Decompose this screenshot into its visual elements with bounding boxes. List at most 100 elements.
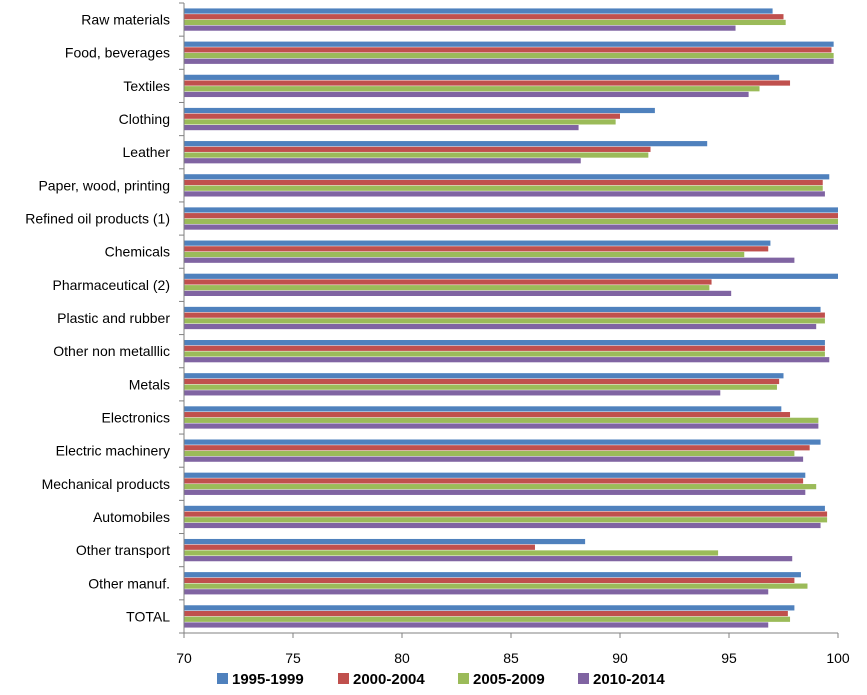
bar-2000-2004-15 bbox=[184, 511, 828, 517]
bar-2000-2004-9 bbox=[184, 312, 825, 318]
bar-2010-2014-1 bbox=[184, 58, 834, 64]
bar-1995-1999-15 bbox=[184, 505, 825, 511]
bar-1995-1999-4 bbox=[184, 141, 708, 147]
bar-1995-1999-16 bbox=[184, 538, 586, 545]
category-label: Automobiles bbox=[93, 509, 170, 525]
legend-label-1995-1999: 1995-1999 bbox=[232, 671, 304, 688]
bar-1995-1999-13 bbox=[184, 439, 821, 445]
bar-1995-1999-2 bbox=[184, 74, 780, 80]
bar-1995-1999-18 bbox=[184, 605, 795, 611]
bar-1995-1999-7 bbox=[184, 240, 771, 246]
category-label: Other transport bbox=[76, 542, 170, 558]
bar-2010-2014-0 bbox=[184, 25, 736, 31]
bar-2005-2009-8 bbox=[184, 285, 710, 291]
category-label: Electronics bbox=[102, 409, 170, 425]
bar-2010-2014-6 bbox=[184, 224, 838, 230]
bar-2005-2009-15 bbox=[184, 517, 828, 523]
bar-2005-2009-0 bbox=[184, 19, 786, 26]
bar-1995-1999-6 bbox=[184, 207, 838, 213]
bar-2010-2014-18 bbox=[184, 622, 769, 628]
bar-2010-2014-12 bbox=[184, 423, 819, 429]
category-label: Food, beverages bbox=[65, 45, 170, 61]
bar-1995-1999-1 bbox=[184, 41, 834, 47]
bar-1995-1999-12 bbox=[184, 406, 782, 412]
bar-2010-2014-7 bbox=[184, 257, 795, 263]
bar-2005-2009-18 bbox=[184, 616, 791, 622]
bar-2010-2014-11 bbox=[184, 390, 721, 396]
bar-2005-2009-5 bbox=[184, 185, 823, 191]
bar-2010-2014-3 bbox=[184, 125, 579, 131]
x-tick-label: 80 bbox=[394, 650, 410, 666]
bar-1995-1999-9 bbox=[184, 306, 821, 313]
category-label: Plastic and rubber bbox=[57, 310, 170, 326]
bar-1995-1999-10 bbox=[184, 340, 825, 346]
bar-2010-2014-4 bbox=[184, 158, 581, 164]
legend-label-2000-2004: 2000-2004 bbox=[353, 671, 425, 688]
bar-2000-2004-6 bbox=[184, 213, 838, 219]
bar-2005-2009-4 bbox=[184, 152, 649, 158]
category-label: Leather bbox=[123, 144, 171, 160]
category-labels: Raw materials Food, beverages Textiles Clot… bbox=[25, 2, 184, 634]
category-label: Metals bbox=[129, 376, 170, 392]
bar-1995-1999-0 bbox=[184, 8, 773, 14]
bar-2010-2014-15 bbox=[184, 522, 821, 529]
category-label: Paper, wood, printing bbox=[38, 177, 170, 193]
legend-swatch-2010-2014 bbox=[578, 673, 589, 684]
bar-2000-2004-3 bbox=[184, 113, 620, 119]
bar-2010-2014-2 bbox=[184, 91, 749, 98]
bar-2005-2009-6 bbox=[184, 218, 838, 224]
bar-2005-2009-3 bbox=[184, 119, 616, 125]
bar-2010-2014-13 bbox=[184, 456, 804, 462]
category-label: Raw materials bbox=[81, 12, 170, 28]
category-label: Clothing bbox=[119, 111, 170, 127]
category-label: Refined oil products (1) bbox=[25, 211, 170, 227]
bar-2000-2004-4 bbox=[184, 146, 651, 152]
category-label: Pharmaceutical (2) bbox=[53, 277, 171, 293]
legend-label-2005-2009: 2005-2009 bbox=[473, 671, 545, 688]
bar-1995-1999-8 bbox=[184, 273, 838, 279]
legend-swatch-1995-1999 bbox=[217, 673, 228, 684]
x-tick-label: 90 bbox=[612, 650, 628, 666]
bar-2000-2004-10 bbox=[184, 345, 825, 351]
bar-2005-2009-13 bbox=[184, 450, 795, 457]
category-label: Other manuf. bbox=[88, 575, 170, 591]
bar-2000-2004-18 bbox=[184, 610, 788, 617]
bar-2010-2014-9 bbox=[184, 323, 817, 330]
bar-2005-2009-12 bbox=[184, 417, 819, 423]
bar-2010-2014-14 bbox=[184, 489, 806, 495]
bars-layer bbox=[184, 8, 838, 628]
legend-label-2010-2014: 2010-2014 bbox=[593, 671, 665, 688]
bar-1995-1999-17 bbox=[184, 572, 801, 578]
bar-2000-2004-7 bbox=[184, 246, 769, 252]
x-tick-label: 70 bbox=[176, 650, 192, 666]
category-label: TOTAL bbox=[126, 608, 170, 624]
bar-2010-2014-10 bbox=[184, 357, 830, 363]
bar-2000-2004-1 bbox=[184, 47, 832, 53]
bar-2010-2014-16 bbox=[184, 556, 793, 562]
legend-swatch-2000-2004 bbox=[338, 673, 349, 684]
bar-2005-2009-2 bbox=[184, 86, 760, 92]
bar-1995-1999-14 bbox=[184, 472, 806, 478]
bar-2005-2009-11 bbox=[184, 384, 777, 390]
bar-2005-2009-16 bbox=[184, 550, 719, 556]
bar-2005-2009-14 bbox=[184, 484, 817, 490]
bar-1995-1999-3 bbox=[184, 107, 655, 114]
bar-2000-2004-14 bbox=[184, 478, 804, 484]
category-label: Mechanical products bbox=[42, 476, 170, 492]
bar-1995-1999-11 bbox=[184, 373, 784, 379]
bar-2005-2009-9 bbox=[184, 318, 825, 324]
category-label: Electric machinery bbox=[56, 443, 170, 459]
bar-1995-1999-5 bbox=[184, 174, 830, 180]
x-axis-ticks: 70 75 80 85 90 95 100 bbox=[176, 633, 850, 666]
x-tick-label: 100 bbox=[826, 650, 850, 666]
bar-2010-2014-8 bbox=[184, 290, 732, 296]
bar-2010-2014-5 bbox=[184, 191, 825, 197]
bar-2000-2004-0 bbox=[184, 14, 784, 20]
bar-2005-2009-7 bbox=[184, 251, 745, 258]
bar-2000-2004-16 bbox=[184, 544, 535, 550]
bar-2005-2009-10 bbox=[184, 351, 825, 357]
bar-2000-2004-8 bbox=[184, 279, 712, 285]
category-label: Chemicals bbox=[105, 244, 170, 260]
bar-2000-2004-11 bbox=[184, 378, 780, 385]
